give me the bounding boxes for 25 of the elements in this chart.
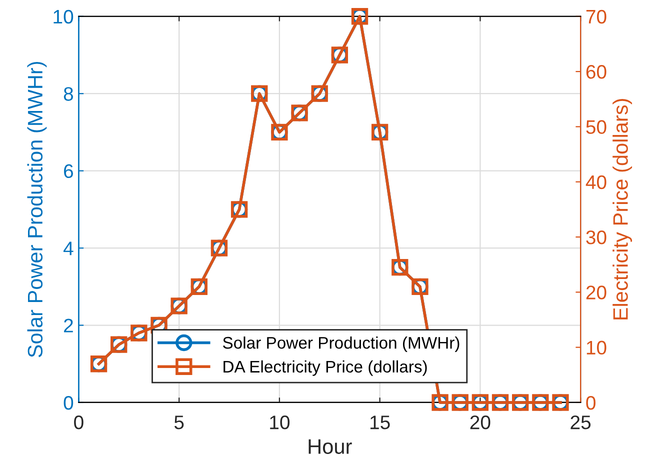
x-tick-label: 10 — [270, 415, 290, 430]
y-tick-label: 4 — [63, 242, 74, 256]
y2-tick-label: 40 — [586, 175, 606, 190]
x-tick-label: 20 — [470, 415, 490, 430]
y-tick-label: 0 — [64, 396, 74, 410]
y2-tick-label: 10 — [586, 340, 606, 355]
y-axis-title: Solar Power Production (MWHr) — [27, 62, 47, 358]
y2-tick-label: 70 — [586, 10, 606, 24]
y2-tick-label: 20 — [586, 286, 606, 300]
y2-axis-title: Electricity Price (dollars) — [612, 99, 632, 320]
y-tick-label: 2 — [64, 318, 73, 332]
x-axis-title: Hour — [308, 439, 352, 454]
x-tick-label: 25 — [570, 415, 591, 430]
y-tick-label: 6 — [64, 164, 74, 178]
y2-tick-label: 60 — [586, 65, 606, 79]
y2-tick-label: 50 — [586, 120, 606, 134]
x-tick-label: 5 — [174, 416, 184, 430]
y2-tick-label: 0 — [586, 396, 596, 410]
x-tick-label: 0 — [74, 415, 84, 430]
y-tick-label: 8 — [64, 87, 74, 101]
legend-label: Solar Power Production (MWHr) — [222, 336, 460, 352]
y2-tick-label: 30 — [586, 230, 606, 244]
y-tick-label: 10 — [54, 10, 74, 24]
x-tick-label: 15 — [370, 416, 390, 430]
legend-label: DA Electricity Price (dollars) — [224, 360, 427, 376]
